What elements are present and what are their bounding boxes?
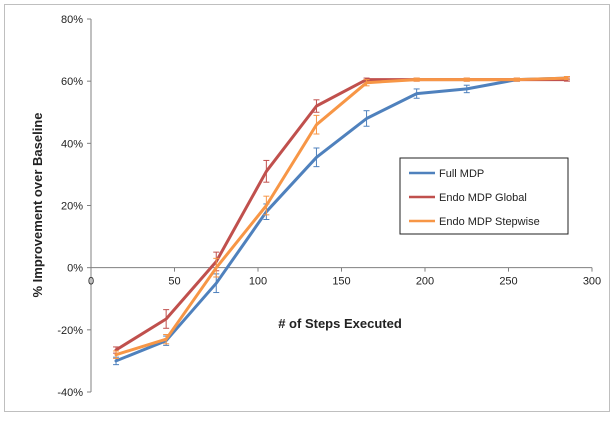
error-bar-endo-mdp-stepwise <box>213 257 220 278</box>
x-tick-label: 300 <box>583 276 601 288</box>
series-line-endo-mdp-stepwise <box>114 76 569 357</box>
error-bar-full-mdp <box>363 110 370 127</box>
legend: Full MDP Endo MDP Global Endo MDP Stepwi… <box>399 157 569 235</box>
y-tick-label: -20% <box>57 325 83 337</box>
error-bar-endo-mdp-global <box>263 159 270 183</box>
x-tick-label: 50 <box>168 276 180 288</box>
x-tick-label: 150 <box>332 276 350 288</box>
error-bar-full-mdp <box>463 84 470 94</box>
error-bar-endo-mdp-stepwise <box>113 350 120 359</box>
error-bar-endo-mdp-stepwise <box>513 77 520 82</box>
legend-label-endo-mdp-stepwise: Endo MDP Stepwise <box>439 216 540 228</box>
x-tick-label: 0 <box>88 276 94 288</box>
x-tick-label: 200 <box>416 276 434 288</box>
y-tick-label: 60% <box>61 76 83 88</box>
x-tick-label: 250 <box>499 276 517 288</box>
legend-item-full-mdp: Full MDP <box>409 168 484 180</box>
legend-label-endo-mdp-global: Endo MDP Global <box>439 192 527 204</box>
error-bar-endo-mdp-global <box>313 99 320 113</box>
error-bar-endo-mdp-stepwise <box>563 76 570 81</box>
error-bar-endo-mdp-stepwise <box>463 77 470 82</box>
error-bar-full-mdp <box>413 88 420 99</box>
x-axis-title: # of Steps Executed <box>278 316 402 331</box>
series-line-full-mdp <box>114 76 569 363</box>
legend-label-full-mdp: Full MDP <box>439 168 484 180</box>
x-tick-label: 100 <box>249 276 267 288</box>
y-axis-title: % Improvement over Baseline <box>30 113 45 298</box>
y-tick-label: 20% <box>61 201 83 213</box>
y-tick-label: 80% <box>61 14 83 26</box>
axes: -40% -20% 0% 20% 40% 60% 80% 0 50 100 150 200 250 300 <box>57 14 601 399</box>
y-tick-label: 0% <box>67 263 83 275</box>
y-tick-label: 40% <box>61 138 83 150</box>
error-bar-endo-mdp-global <box>163 309 170 329</box>
legend-item-endo-mdp-global: Endo MDP Global <box>409 192 527 204</box>
error-bar-endo-mdp-stepwise <box>313 114 320 135</box>
y-tick-label: -40% <box>57 387 83 399</box>
error-bar-endo-mdp-stepwise <box>263 195 270 216</box>
error-bar-endo-mdp-stepwise <box>363 79 370 87</box>
error-bar-endo-mdp-stepwise <box>163 333 170 345</box>
series-group <box>113 76 570 366</box>
series-endo-mdp-stepwise <box>113 76 570 359</box>
error-bar-endo-mdp-stepwise <box>413 77 420 82</box>
error-bar-full-mdp <box>313 147 320 168</box>
legend-item-endo-mdp-stepwise: Endo MDP Stepwise <box>409 216 540 228</box>
